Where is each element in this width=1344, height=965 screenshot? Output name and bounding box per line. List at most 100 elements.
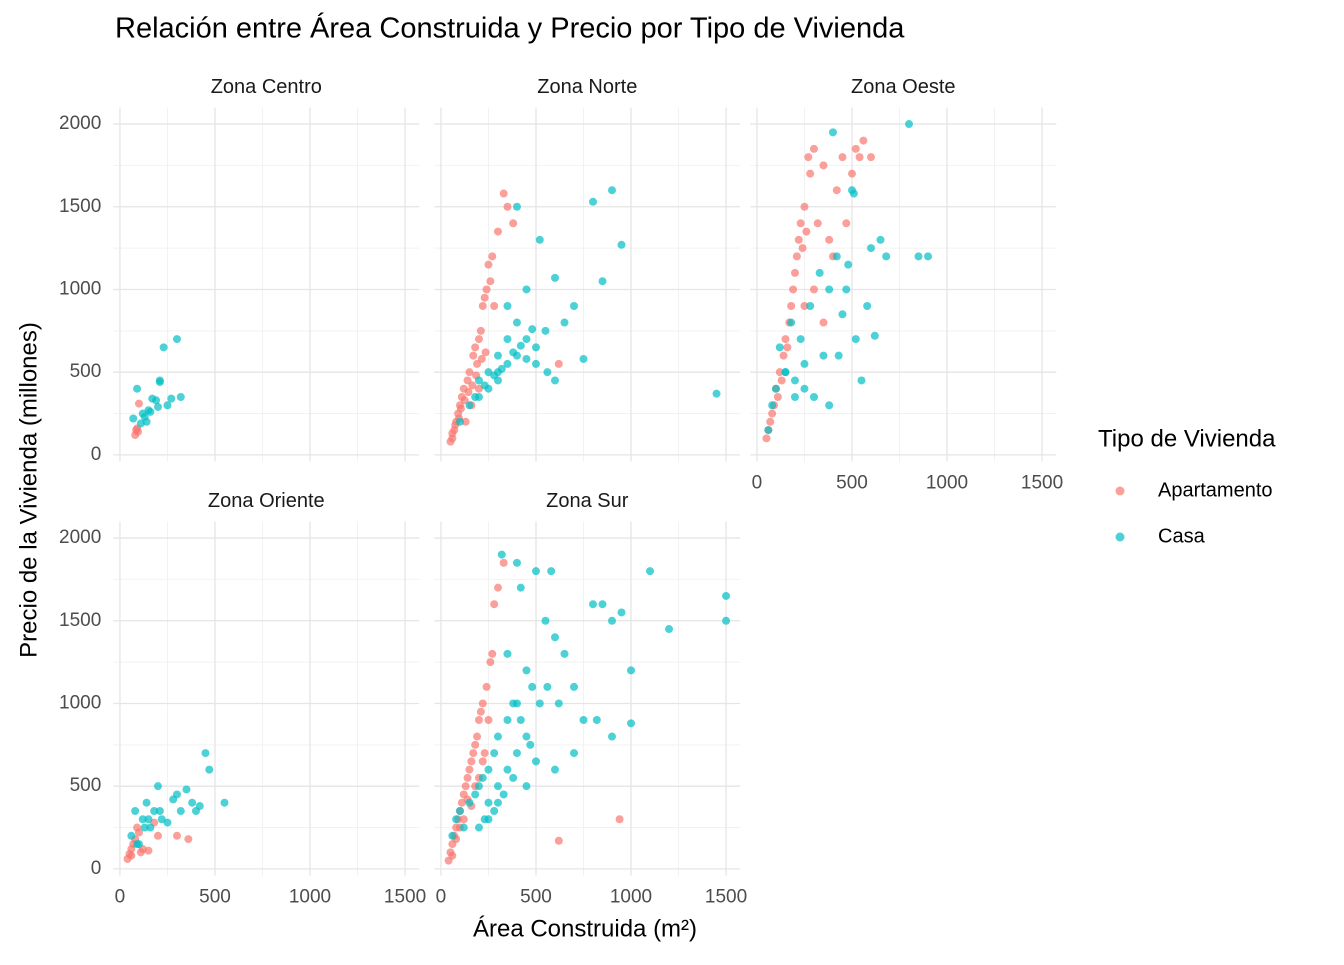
point (490, 600, 499, 609)
point (914, 252, 923, 261)
point (863, 302, 872, 311)
point (469, 351, 478, 360)
point (617, 240, 626, 249)
point (579, 354, 588, 363)
point (792, 252, 801, 261)
point (781, 368, 790, 377)
point (182, 785, 191, 794)
point (783, 343, 792, 352)
point (163, 818, 172, 827)
point (146, 407, 155, 416)
point (134, 427, 143, 436)
y-tick-label: 500 (70, 361, 102, 382)
point (142, 798, 151, 807)
point (819, 351, 828, 360)
point (153, 831, 162, 840)
point (842, 219, 851, 228)
point (465, 368, 474, 377)
point (547, 567, 556, 576)
point (522, 335, 531, 344)
point (608, 186, 617, 195)
point (463, 773, 472, 782)
point (844, 260, 853, 269)
point (459, 823, 468, 832)
point (535, 699, 544, 708)
x-tick-label: 1500 (705, 887, 747, 908)
chart-title: Relación entre Área Construida y Precio … (115, 12, 905, 45)
point (503, 716, 512, 725)
y-tick-label: 2000 (59, 527, 101, 548)
point (460, 396, 469, 405)
point (153, 782, 162, 791)
point (482, 682, 491, 691)
point (851, 144, 860, 153)
point (476, 326, 485, 335)
point (924, 252, 933, 261)
point (579, 716, 588, 725)
point (866, 244, 875, 253)
point (766, 417, 775, 426)
point (471, 790, 480, 799)
point (851, 335, 860, 344)
point (499, 189, 508, 198)
point (129, 414, 138, 423)
point (768, 409, 777, 418)
point (134, 399, 143, 408)
x-tick-label: 1000 (289, 887, 331, 908)
point (779, 351, 788, 360)
point (592, 716, 601, 725)
point (813, 219, 822, 228)
point (509, 773, 518, 782)
point (493, 798, 502, 807)
point (488, 649, 497, 658)
x-tick-label: 0 (115, 887, 126, 908)
panel-title: Zona Oriente (208, 490, 325, 512)
y-tick-label: 1500 (59, 610, 101, 631)
point (615, 815, 624, 824)
point (131, 806, 140, 815)
point (474, 782, 483, 791)
point (512, 202, 521, 211)
y-tick-label: 1000 (59, 692, 101, 713)
point (480, 293, 489, 302)
point (866, 153, 875, 162)
point (796, 219, 805, 228)
legend-marker (1115, 532, 1125, 542)
point (876, 235, 885, 244)
point (133, 840, 142, 849)
point (172, 335, 181, 344)
y-tick-label: 500 (70, 775, 102, 796)
point (569, 302, 578, 311)
legend-title: Tipo de Vivienda (1098, 425, 1276, 452)
point (473, 359, 482, 368)
point (589, 197, 598, 206)
point (509, 219, 518, 228)
point (503, 765, 512, 774)
point (461, 417, 470, 426)
point (528, 682, 537, 691)
x-tick-label: 500 (199, 887, 231, 908)
point (468, 381, 477, 390)
point (882, 252, 891, 261)
point (480, 381, 489, 390)
point (777, 376, 786, 385)
point (146, 823, 155, 832)
point (476, 707, 485, 716)
point (480, 749, 489, 758)
point (781, 335, 790, 344)
x-tick-label: 500 (836, 473, 868, 494)
point (484, 765, 493, 774)
point (176, 392, 185, 401)
point (497, 364, 506, 373)
point (554, 836, 563, 845)
point (838, 310, 847, 319)
point (480, 815, 489, 824)
point (456, 404, 465, 413)
point (531, 757, 540, 766)
point (560, 649, 569, 658)
point (522, 732, 531, 741)
point (136, 419, 145, 428)
point (477, 354, 486, 363)
point (490, 749, 499, 758)
point (469, 749, 478, 758)
